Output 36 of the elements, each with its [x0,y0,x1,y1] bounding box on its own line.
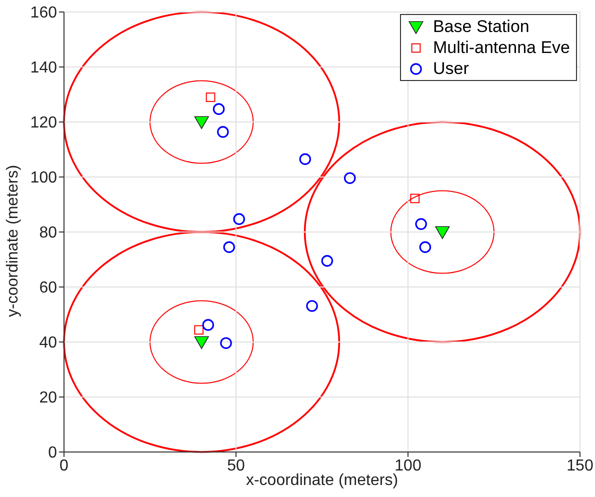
y-tick-label: 0 [48,444,58,462]
point [223,241,236,254]
x-tick-label: 100 [394,457,422,474]
legend-label: Base Station [432,16,530,37]
point [435,226,450,239]
y-tick-label: 60 [39,280,58,297]
point [217,126,229,138]
y-tick-label: 100 [30,170,58,187]
point [233,213,245,225]
point [344,172,356,184]
y-tick-label: 140 [30,60,58,77]
point [194,325,204,335]
point [194,116,209,129]
point [206,92,216,102]
point [306,300,318,312]
point [202,319,214,331]
point [299,153,312,166]
point [415,218,427,230]
y-tick-label: 40 [39,334,58,352]
point [212,103,225,115]
y-tick-label: 80 [39,224,58,242]
legend-label: Multi-antenna Eve [432,37,570,58]
point [220,337,232,349]
x-axis-title: x-coordinate (meters) [246,472,398,489]
x-tick-label: 50 [227,457,245,474]
point [410,194,420,204]
y-tick-label: 20 [39,390,58,407]
point [321,254,334,267]
x-tick-label: 150 [566,457,594,474]
y-tick-label: 120 [30,114,58,132]
point [194,336,209,349]
x-tick-label: 0 [60,457,69,474]
y-tick-label: 160 [30,4,58,22]
y-axis-title: y-coordinate (meters) [4,164,22,317]
legend-label: User [432,58,469,79]
point [419,241,432,254]
